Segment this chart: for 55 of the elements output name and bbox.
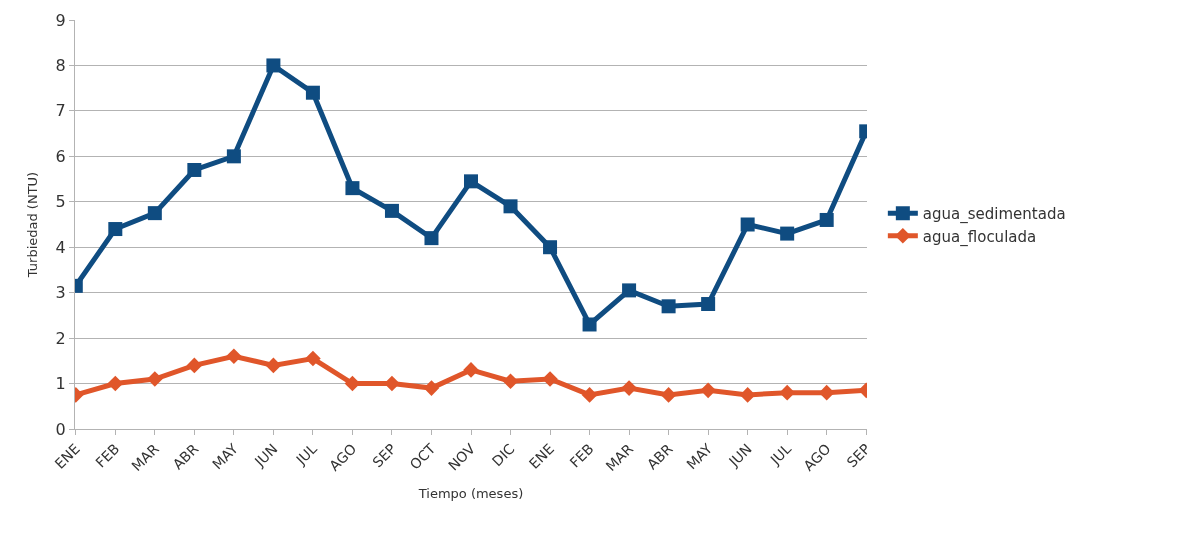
x-tick-label: SEP <box>843 440 874 471</box>
y-tick-label: 7 <box>55 101 66 121</box>
legend-label: agua_floculada <box>922 227 1037 247</box>
point <box>464 174 478 189</box>
x-tick-label: JUL <box>292 440 321 469</box>
point <box>503 199 518 214</box>
point <box>739 387 756 403</box>
point <box>543 240 558 255</box>
y-tick-label: 1 <box>55 374 66 394</box>
point <box>265 357 282 374</box>
point <box>305 85 320 100</box>
point <box>424 231 439 246</box>
y-tick-label: 0 <box>55 419 66 439</box>
point <box>622 283 637 298</box>
point <box>147 371 163 387</box>
point <box>384 203 399 218</box>
point <box>107 375 124 392</box>
y-tick-label: 5 <box>55 192 66 212</box>
point <box>661 299 676 314</box>
point <box>582 317 597 332</box>
y-axis-title: Turbiedad (NTU) <box>24 171 40 279</box>
point <box>463 362 479 378</box>
point <box>266 58 281 73</box>
point <box>780 226 795 241</box>
point <box>384 375 400 392</box>
y-tick-label: 8 <box>55 56 66 76</box>
point <box>502 373 519 390</box>
y-tick-label: 9 <box>55 10 66 30</box>
point <box>186 357 203 374</box>
point <box>779 384 795 401</box>
x-axis-title: Tiempo (meses) <box>417 485 524 501</box>
y-tick-label: 6 <box>55 146 66 166</box>
point <box>147 206 162 221</box>
point <box>226 149 241 164</box>
x-tick-label: DIC <box>488 440 518 470</box>
point <box>621 380 637 396</box>
point <box>187 162 202 177</box>
point <box>581 387 598 403</box>
point <box>345 181 360 196</box>
point <box>542 371 558 387</box>
point <box>701 297 716 312</box>
point <box>740 217 755 232</box>
legend-label: agua_sedimentada <box>922 205 1066 225</box>
point <box>108 222 123 237</box>
x-tick-label: SEP <box>369 440 400 471</box>
x-tick-label: JUL <box>766 440 795 469</box>
point <box>700 382 716 399</box>
y-tick-label: 2 <box>55 328 66 348</box>
point <box>226 348 242 365</box>
point <box>423 380 440 396</box>
point <box>819 212 834 227</box>
point <box>660 387 677 403</box>
y-tick-label: 3 <box>55 283 66 303</box>
y-tick-label: 4 <box>55 237 66 257</box>
point <box>305 350 321 367</box>
